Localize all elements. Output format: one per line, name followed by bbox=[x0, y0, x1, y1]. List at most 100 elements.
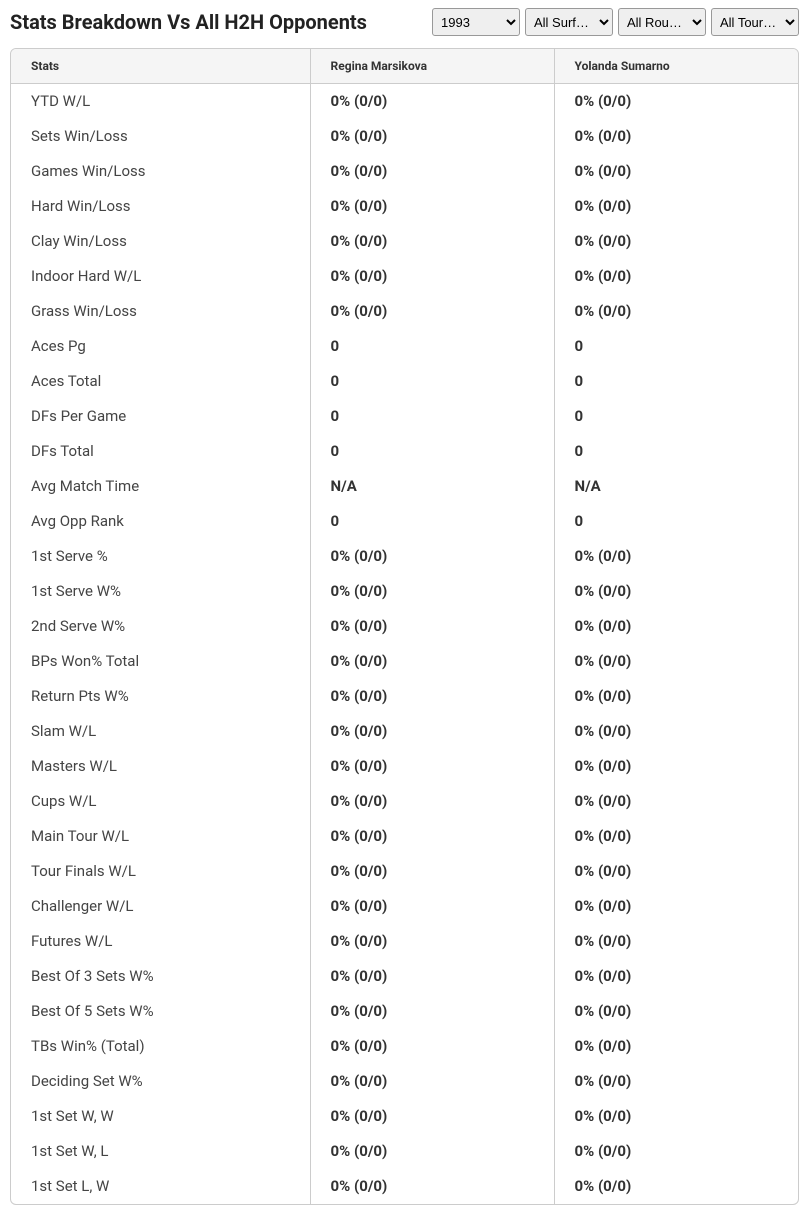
stat-label: Games Win/Loss bbox=[11, 154, 310, 189]
surface-select[interactable]: All Surf… bbox=[525, 8, 613, 36]
table-row: Best Of 3 Sets W%0% (0/0)0% (0/0) bbox=[11, 959, 798, 994]
column-header-player1: Regina Marsikova bbox=[310, 49, 554, 84]
stat-label: Futures W/L bbox=[11, 924, 310, 959]
stat-label: Best Of 3 Sets W% bbox=[11, 959, 310, 994]
round-select[interactable]: All Rou… bbox=[618, 8, 706, 36]
stat-value-player1: 0% (0/0) bbox=[310, 889, 554, 924]
table-header-row: Stats Regina Marsikova Yolanda Sumarno bbox=[11, 49, 798, 84]
year-select[interactable]: 1993 bbox=[432, 8, 520, 36]
table-row: 1st Set W, L0% (0/0)0% (0/0) bbox=[11, 1134, 798, 1169]
stat-value-player1: 0% (0/0) bbox=[310, 609, 554, 644]
stat-label: Avg Match Time bbox=[11, 469, 310, 504]
stats-table: Stats Regina Marsikova Yolanda Sumarno Y… bbox=[11, 49, 798, 1204]
stat-label: Hard Win/Loss bbox=[11, 189, 310, 224]
stat-value-player1: 0% (0/0) bbox=[310, 1029, 554, 1064]
stat-value-player2: 0% (0/0) bbox=[554, 749, 798, 784]
table-row: Cups W/L0% (0/0)0% (0/0) bbox=[11, 784, 798, 819]
stat-value-player2: 0% (0/0) bbox=[554, 574, 798, 609]
stat-value-player2: 0 bbox=[554, 399, 798, 434]
stat-label: Aces Total bbox=[11, 364, 310, 399]
stat-value-player2: 0% (0/0) bbox=[554, 84, 798, 119]
table-row: Grass Win/Loss0% (0/0)0% (0/0) bbox=[11, 294, 798, 329]
stat-value-player2: 0% (0/0) bbox=[554, 679, 798, 714]
table-row: Clay Win/Loss0% (0/0)0% (0/0) bbox=[11, 224, 798, 259]
table-row: Best Of 5 Sets W%0% (0/0)0% (0/0) bbox=[11, 994, 798, 1029]
stat-label: Tour Finals W/L bbox=[11, 854, 310, 889]
table-row: Futures W/L0% (0/0)0% (0/0) bbox=[11, 924, 798, 959]
stat-value-player2: N/A bbox=[554, 469, 798, 504]
stat-value-player2: 0% (0/0) bbox=[554, 854, 798, 889]
table-row: Challenger W/L0% (0/0)0% (0/0) bbox=[11, 889, 798, 924]
table-row: 1st Serve W%0% (0/0)0% (0/0) bbox=[11, 574, 798, 609]
stat-value-player1: 0% (0/0) bbox=[310, 1099, 554, 1134]
stat-label: DFs Total bbox=[11, 434, 310, 469]
stat-label: Sets Win/Loss bbox=[11, 119, 310, 154]
stat-value-player1: 0 bbox=[310, 329, 554, 364]
column-header-player2: Yolanda Sumarno bbox=[554, 49, 798, 84]
stat-label: Slam W/L bbox=[11, 714, 310, 749]
stat-label: 1st Set L, W bbox=[11, 1169, 310, 1204]
stat-value-player1: 0% (0/0) bbox=[310, 224, 554, 259]
table-row: Sets Win/Loss0% (0/0)0% (0/0) bbox=[11, 119, 798, 154]
stat-label: Cups W/L bbox=[11, 784, 310, 819]
column-header-stats: Stats bbox=[11, 49, 310, 84]
filters: 1993 All Surf… All Rou… All Tour… bbox=[432, 8, 799, 36]
stat-value-player1: 0 bbox=[310, 364, 554, 399]
stat-value-player1: N/A bbox=[310, 469, 554, 504]
stat-label: Return Pts W% bbox=[11, 679, 310, 714]
table-row: 1st Set W, W0% (0/0)0% (0/0) bbox=[11, 1099, 798, 1134]
stat-value-player1: 0% (0/0) bbox=[310, 154, 554, 189]
stat-value-player2: 0% (0/0) bbox=[554, 644, 798, 679]
stat-label: Masters W/L bbox=[11, 749, 310, 784]
table-row: BPs Won% Total0% (0/0)0% (0/0) bbox=[11, 644, 798, 679]
table-row: Avg Match TimeN/AN/A bbox=[11, 469, 798, 504]
stat-label: 1st Serve % bbox=[11, 539, 310, 574]
stat-value-player2: 0% (0/0) bbox=[554, 224, 798, 259]
stat-value-player2: 0% (0/0) bbox=[554, 1064, 798, 1099]
table-row: 1st Set L, W0% (0/0)0% (0/0) bbox=[11, 1169, 798, 1204]
stat-label: YTD W/L bbox=[11, 84, 310, 119]
table-row: DFs Total00 bbox=[11, 434, 798, 469]
stat-value-player1: 0% (0/0) bbox=[310, 749, 554, 784]
stat-label: Best Of 5 Sets W% bbox=[11, 994, 310, 1029]
stat-value-player1: 0% (0/0) bbox=[310, 539, 554, 574]
table-row: Deciding Set W%0% (0/0)0% (0/0) bbox=[11, 1064, 798, 1099]
stat-label: Avg Opp Rank bbox=[11, 504, 310, 539]
stat-value-player2: 0% (0/0) bbox=[554, 1099, 798, 1134]
stat-value-player2: 0% (0/0) bbox=[554, 119, 798, 154]
stat-value-player2: 0% (0/0) bbox=[554, 1169, 798, 1204]
stat-value-player1: 0% (0/0) bbox=[310, 1064, 554, 1099]
stat-value-player2: 0% (0/0) bbox=[554, 924, 798, 959]
table-row: Slam W/L0% (0/0)0% (0/0) bbox=[11, 714, 798, 749]
stat-value-player2: 0 bbox=[554, 504, 798, 539]
stat-value-player1: 0% (0/0) bbox=[310, 644, 554, 679]
table-row: Masters W/L0% (0/0)0% (0/0) bbox=[11, 749, 798, 784]
stat-value-player2: 0 bbox=[554, 329, 798, 364]
page-title: Stats Breakdown Vs All H2H Opponents bbox=[10, 10, 367, 34]
stat-value-player1: 0% (0/0) bbox=[310, 819, 554, 854]
stat-label: Deciding Set W% bbox=[11, 1064, 310, 1099]
stat-label: 1st Serve W% bbox=[11, 574, 310, 609]
stat-label: Indoor Hard W/L bbox=[11, 259, 310, 294]
stat-label: DFs Per Game bbox=[11, 399, 310, 434]
stat-value-player1: 0% (0/0) bbox=[310, 1134, 554, 1169]
stat-value-player1: 0% (0/0) bbox=[310, 924, 554, 959]
stat-value-player1: 0% (0/0) bbox=[310, 959, 554, 994]
stat-label: 1st Set W, L bbox=[11, 1134, 310, 1169]
stat-value-player2: 0 bbox=[554, 434, 798, 469]
table-row: Tour Finals W/L0% (0/0)0% (0/0) bbox=[11, 854, 798, 889]
stat-value-player1: 0 bbox=[310, 504, 554, 539]
stat-label: Aces Pg bbox=[11, 329, 310, 364]
stat-value-player2: 0% (0/0) bbox=[554, 994, 798, 1029]
stat-value-player2: 0% (0/0) bbox=[554, 609, 798, 644]
stat-value-player1: 0% (0/0) bbox=[310, 784, 554, 819]
table-row: 2nd Serve W%0% (0/0)0% (0/0) bbox=[11, 609, 798, 644]
stat-label: Clay Win/Loss bbox=[11, 224, 310, 259]
tourney-select[interactable]: All Tour… bbox=[711, 8, 799, 36]
stat-value-player2: 0% (0/0) bbox=[554, 294, 798, 329]
stat-value-player2: 0% (0/0) bbox=[554, 154, 798, 189]
stat-value-player1: 0% (0/0) bbox=[310, 1169, 554, 1204]
stat-value-player1: 0% (0/0) bbox=[310, 294, 554, 329]
stat-label: Main Tour W/L bbox=[11, 819, 310, 854]
stat-value-player2: 0 bbox=[554, 364, 798, 399]
